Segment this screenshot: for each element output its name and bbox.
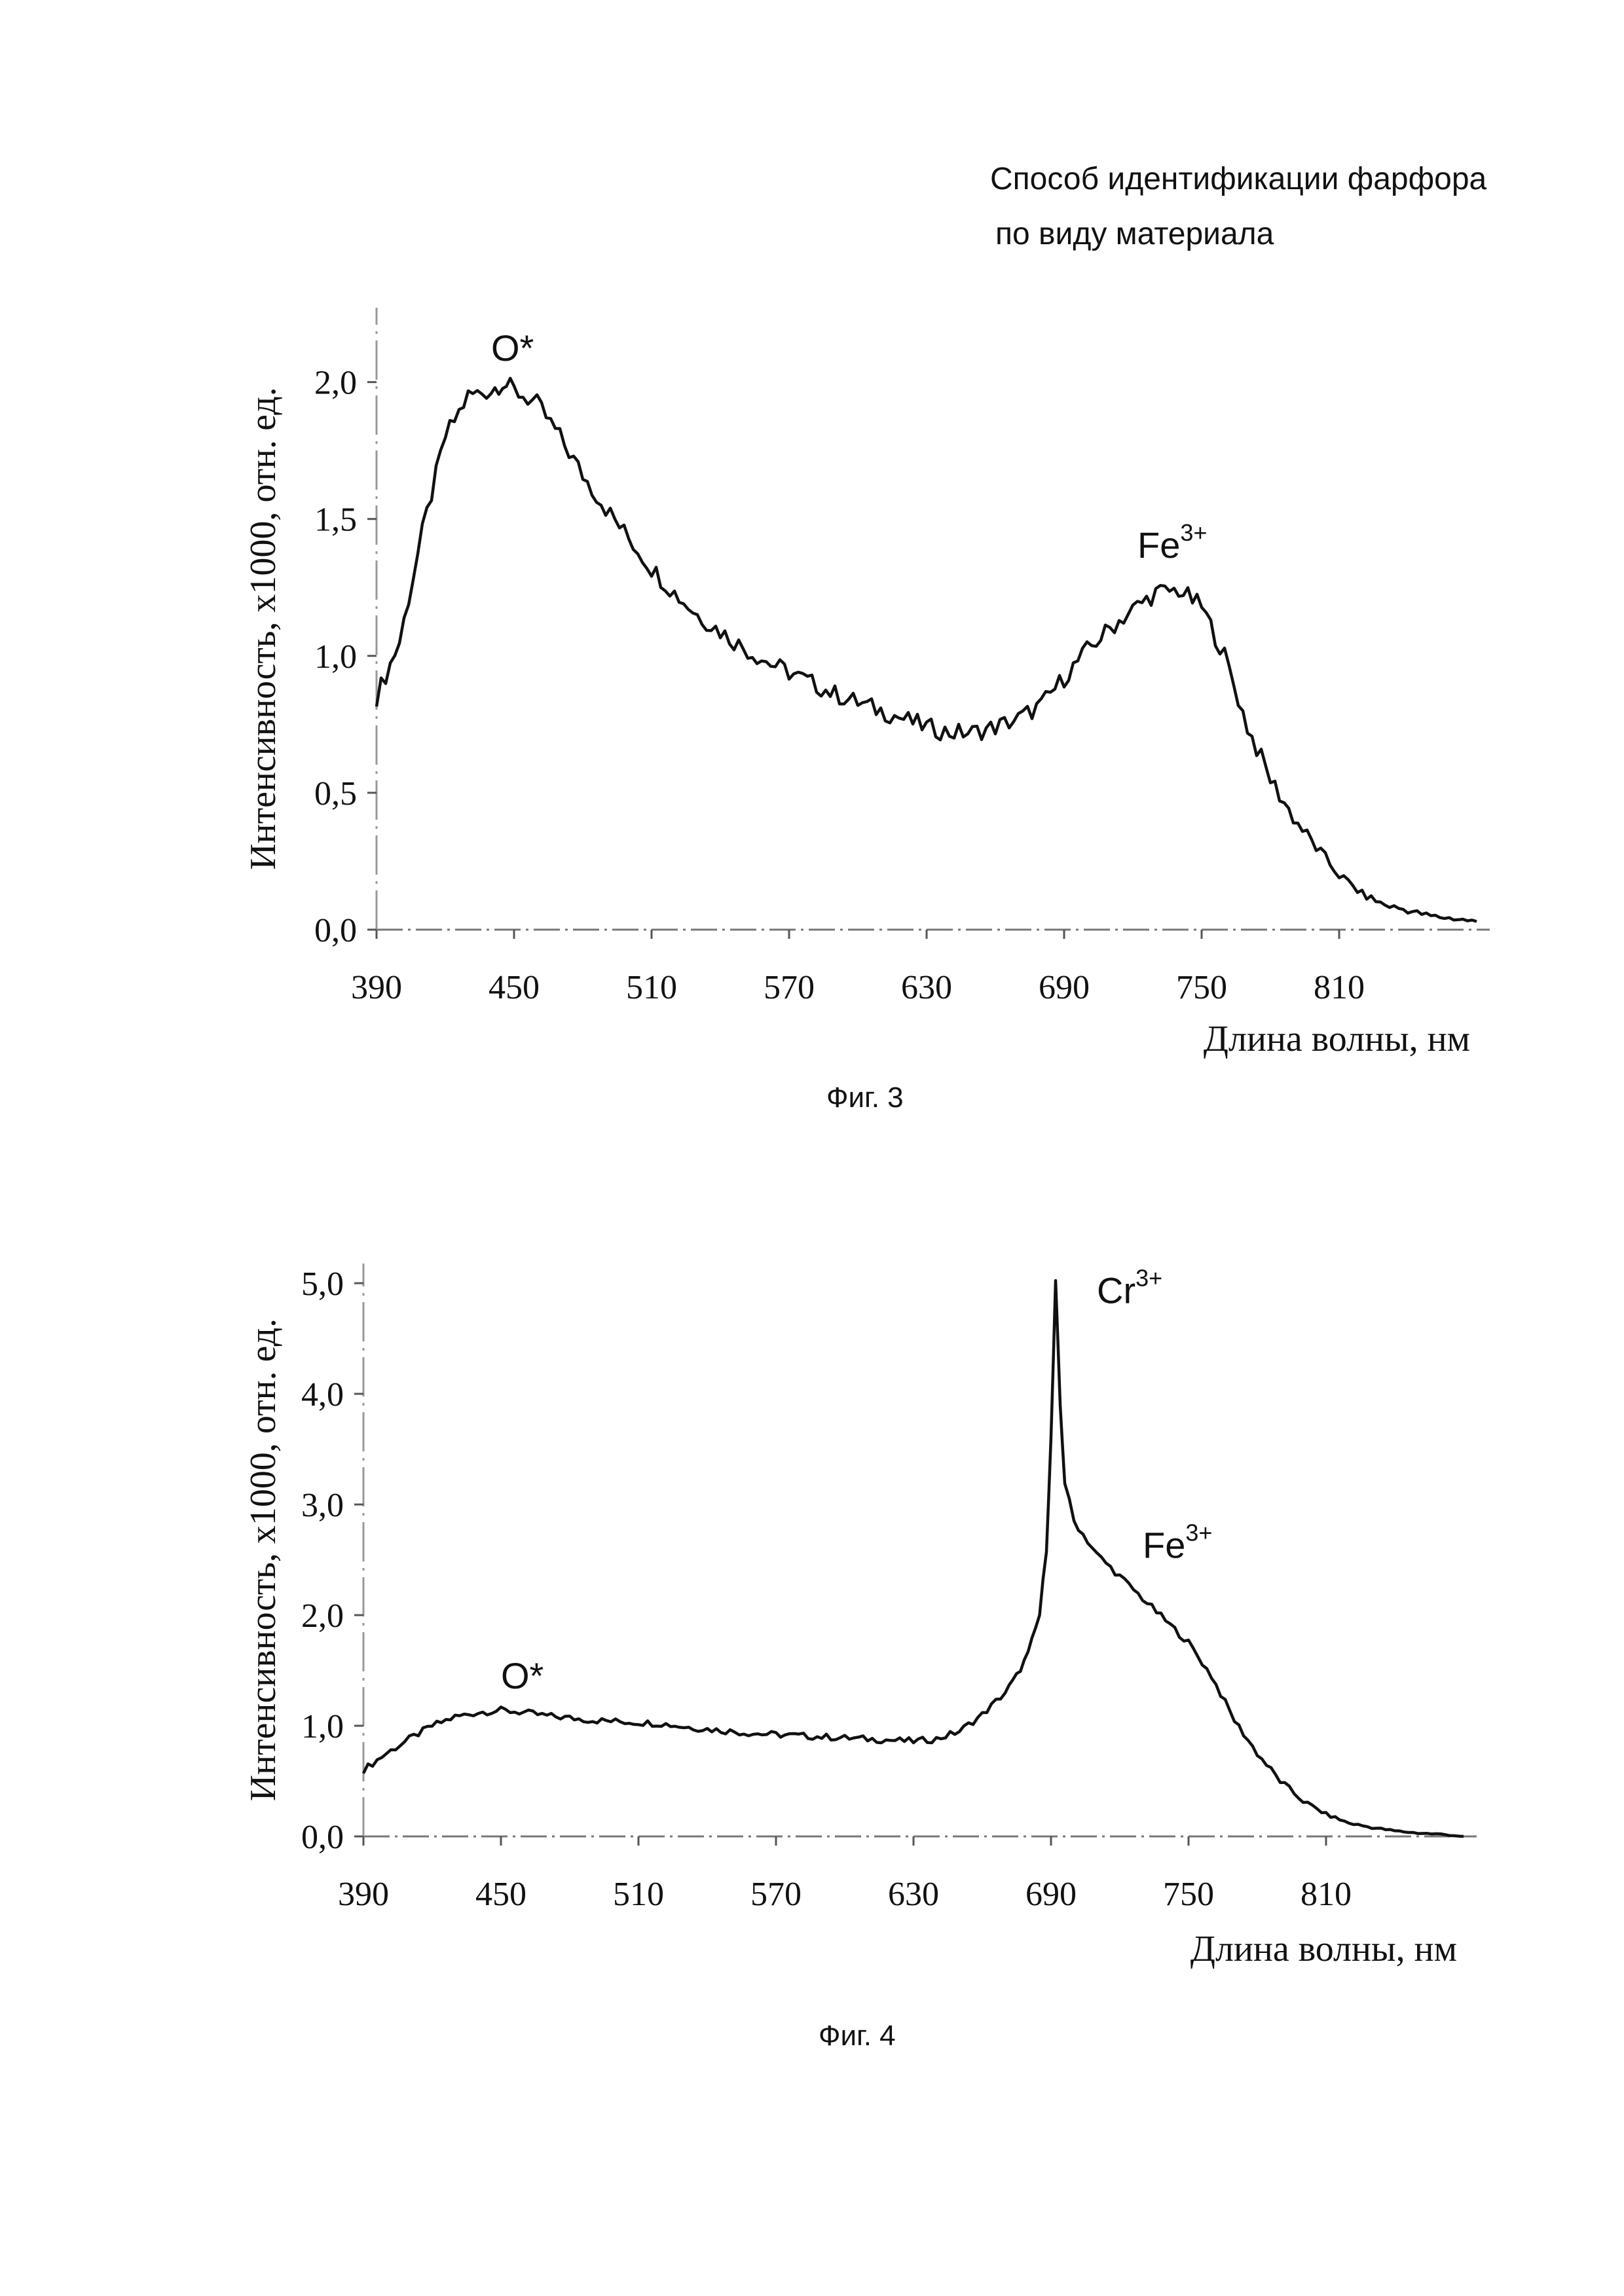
y-tick-label: 3,0: [301, 1487, 344, 1524]
peak-label: O*: [501, 1655, 544, 1696]
x-tick-labels: 390 450 510 570 630 690 750 810: [338, 1836, 1352, 1913]
x-tick-label: 570: [750, 1876, 802, 1913]
y-tick-label: 0,5: [314, 775, 357, 812]
series-line: [375, 376, 1477, 923]
peak-label-text: Fe: [1137, 524, 1180, 566]
x-tick-label: 810: [1301, 1876, 1352, 1913]
peak-label-superscript: 3+: [1180, 519, 1207, 546]
x-tick-label: 390: [351, 969, 402, 1006]
peak-label-text: Cr: [1097, 1270, 1135, 1311]
y-tick-label: 5,0: [301, 1266, 344, 1303]
peak-label: O*: [491, 327, 534, 369]
y-axis-title: Интенсивность, х1000, отн. ед.: [243, 1319, 284, 1802]
x-axis-title: Длина волны, нм: [1204, 1019, 1470, 1059]
document-title-line2: по виду материала: [995, 217, 1274, 251]
y-tick-label: 1,0: [314, 638, 357, 676]
peak-label-text: Fe: [1143, 1524, 1185, 1565]
series-line: [361, 1279, 1464, 1838]
x-tick-label: 750: [1163, 1876, 1214, 1913]
annotations: O*Cr3+Fe3+: [501, 1265, 1212, 1696]
x-tick-label: 690: [1039, 969, 1090, 1006]
annotations: O* Fe3+: [491, 327, 1207, 566]
y-tick-label: 2,0: [314, 365, 357, 402]
y-tick-label: 2,0: [301, 1597, 344, 1635]
x-tick-labels: 390 450 510 570 630 690 750 810: [351, 930, 1365, 1006]
axes: [362, 1264, 1477, 1838]
x-tick-label: 810: [1314, 969, 1365, 1006]
peak-label-superscript: 3+: [1185, 1519, 1212, 1546]
figure-4-chart: 390 450 510 570 630 690 750 810 0,0 1,0 2,0 3,0 4,0…: [243, 1264, 1477, 1969]
x-tick-label: 510: [626, 969, 677, 1006]
x-tick-label: 630: [901, 969, 952, 1006]
x-tick-label: 690: [1025, 1876, 1077, 1913]
x-tick-label: 450: [489, 969, 540, 1006]
y-tick-labels: 0,0 1,0 2,0 3,0 4,0 5,0: [301, 1266, 363, 1856]
plot-area: [375, 376, 1477, 923]
y-tick-label: 4,0: [301, 1376, 344, 1413]
peak-label: Fe3+: [1143, 1519, 1212, 1565]
figure-4-caption: Фиг. 4: [819, 2020, 896, 2052]
y-axis-title: Интенсивность, х1000, отн. ед.: [243, 387, 284, 870]
x-tick-label: 630: [888, 1876, 939, 1913]
peak-label: Cr3+: [1097, 1265, 1162, 1311]
x-tick-label: 450: [475, 1876, 526, 1913]
peak-label: Fe3+: [1137, 519, 1207, 566]
figure-3-chart: 390 450 510 570 630 690 750 810 0,0 0,5 1,0 1,5 2,0…: [243, 308, 1490, 1059]
peak-label-text: O*: [501, 1655, 544, 1696]
x-tick-label: 750: [1176, 969, 1227, 1006]
plot-area: [361, 1279, 1464, 1838]
peak-label-text: O*: [491, 327, 534, 369]
y-tick-labels: 0,0 0,5 1,0 1,5 2,0: [314, 365, 377, 949]
figure-3-caption: Фиг. 3: [826, 1082, 904, 1114]
x-tick-label: 570: [764, 969, 815, 1006]
document-title-line1: Способ идентификации фарфора: [990, 162, 1487, 196]
x-axis-title: Длина волны, нм: [1190, 1929, 1457, 1969]
y-tick-label: 0,0: [314, 912, 357, 949]
y-tick-label: 0,0: [301, 1819, 344, 1856]
x-tick-label: 390: [338, 1876, 389, 1913]
x-tick-label: 510: [613, 1876, 664, 1913]
y-tick-label: 1,5: [314, 501, 357, 539]
peak-label-superscript: 3+: [1135, 1265, 1162, 1292]
y-tick-label: 1,0: [301, 1708, 344, 1745]
axes: [375, 308, 1490, 931]
